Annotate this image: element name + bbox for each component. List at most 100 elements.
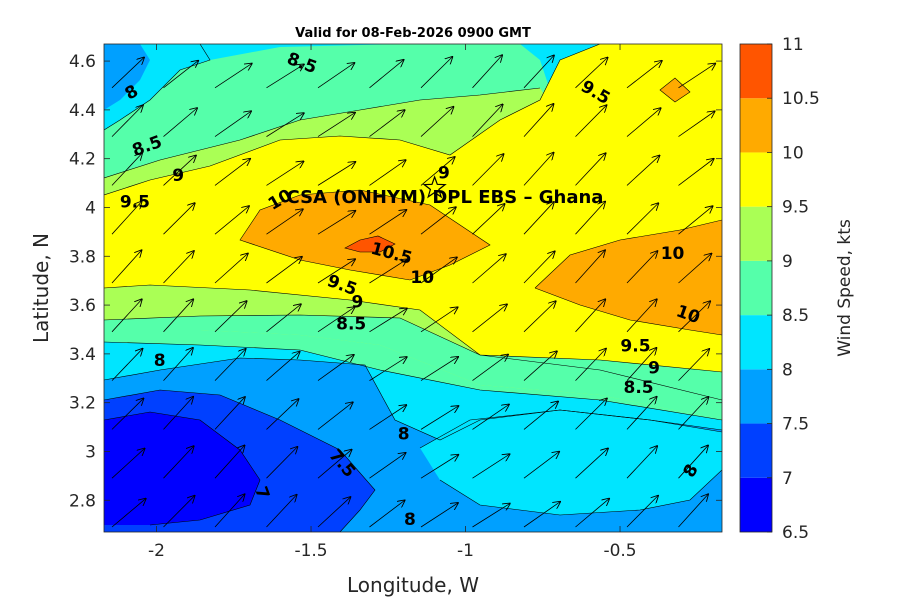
wind-arrow [575,398,607,430]
wind-arrow [472,355,508,381]
wind-arrow [420,257,457,284]
wind-arrow [472,254,506,284]
wind-arrow [678,254,712,284]
wind-arrow [111,299,142,333]
site-label: CSA (ONHYM) DPL EBS – Ghana [287,187,604,208]
colorbar: 6.5 7 7.5 8 8.5 9 9.5 10 10.5 11 [739,35,820,543]
colorbar-tick-label: 9.5 [782,198,809,218]
wind-arrow [626,446,657,479]
wind-arrow [472,55,503,89]
band-8-5-south [104,315,722,420]
wind-arrow [420,57,452,89]
wind-arrow [163,446,194,479]
x-tick-label: -1 [457,541,474,561]
wind-arrow [472,454,510,479]
wind-arrow [575,153,606,186]
wind-arrow [111,499,146,528]
wind-arrow [472,105,503,137]
wind-arrow [626,251,657,284]
wind-arrow [317,307,355,333]
contour-label: 8.5 [624,378,654,398]
y-tick-label: 3.6 [69,296,96,316]
wind-arrow [523,351,557,381]
wind-arrow [266,161,304,186]
wind-arrow [266,304,301,333]
wind-arrow [420,455,458,479]
wind-arrow [317,63,354,89]
contour-label: 8.5 [336,315,366,335]
wind-arrow [472,304,507,333]
wind-arrow [420,207,456,235]
colorbar-swatch [740,260,772,316]
colorbar-swatch [740,315,772,370]
wind-arrow [678,64,716,89]
wind-arrow [626,156,659,186]
wind-arrow [678,494,708,528]
wind-arrow [575,299,606,333]
wind-arrow [111,202,142,235]
wind-arrow [369,308,407,333]
wind-arrow [420,107,453,137]
star-icon [422,175,447,199]
wind-arrow [163,61,199,89]
wind-arrow [111,105,143,137]
wind-arrow [420,357,458,381]
wind-arrow [523,202,554,235]
contour-label: 8 [154,351,166,371]
wind-arrow [111,250,141,284]
wind-arrow [523,502,560,528]
wind-arrow [678,301,711,333]
wind-arrow [575,202,606,235]
wind-arrow [266,495,297,528]
colorbar-swatch [740,477,772,532]
colorbar-tick-label: 8.5 [782,306,809,326]
wind-arrow [523,402,558,430]
chart-title: Valid for 08-Feb-2026 0900 GMT [295,26,531,41]
wind-arrow [420,406,458,430]
wind-arrow [163,203,195,235]
wind-arrow [214,397,245,430]
wind-arrow [678,111,715,137]
contour-label: 8 [404,510,416,530]
colorbar-swatch [740,44,772,99]
wind-arrow [214,301,247,333]
wind-arrow [317,497,350,528]
y-tick-label: 4.2 [69,150,96,170]
wind-arrow [678,397,709,430]
wind-arrow [575,58,608,89]
site-marker: CSA (ONHYM) DPL EBS – Ghana [287,175,604,208]
wind-arrow [266,64,304,89]
wind-arrow [163,156,196,186]
wind-arrow [266,209,303,235]
contour-label: 9 [648,359,660,379]
y-tick-label: 4 [85,198,96,218]
wind-arrow [369,110,405,137]
colorbar-swatch [740,152,772,207]
wind-arrow [678,206,713,235]
wind-arrow [523,251,555,284]
contour-label: 10 [410,268,434,288]
wind-arrow [472,154,504,186]
colorbar-label: Wind Speed, kts [835,219,855,357]
band-8-south [420,410,722,515]
wind-arrow [163,348,193,381]
wind-arrow [678,349,710,381]
wind-arrow [575,250,605,284]
wind-arrow [626,348,656,381]
wind-arrow [317,259,355,284]
wind-arrow [163,108,198,137]
wind-arrow [523,104,553,137]
wind-arrow [369,60,404,89]
contour-label: 8 [398,424,410,444]
wind-arrow [214,206,249,235]
wind-arrow [626,299,657,333]
wind-arrow [266,113,304,137]
y-tick-label: 3 [85,442,96,462]
wind-arrow [523,153,553,186]
wind-arrow [317,355,354,381]
wind-arrow [420,157,455,186]
colorbar-tick-label: 6.5 [782,523,809,543]
band-10-east [535,220,722,335]
wind-arrow [420,503,458,528]
